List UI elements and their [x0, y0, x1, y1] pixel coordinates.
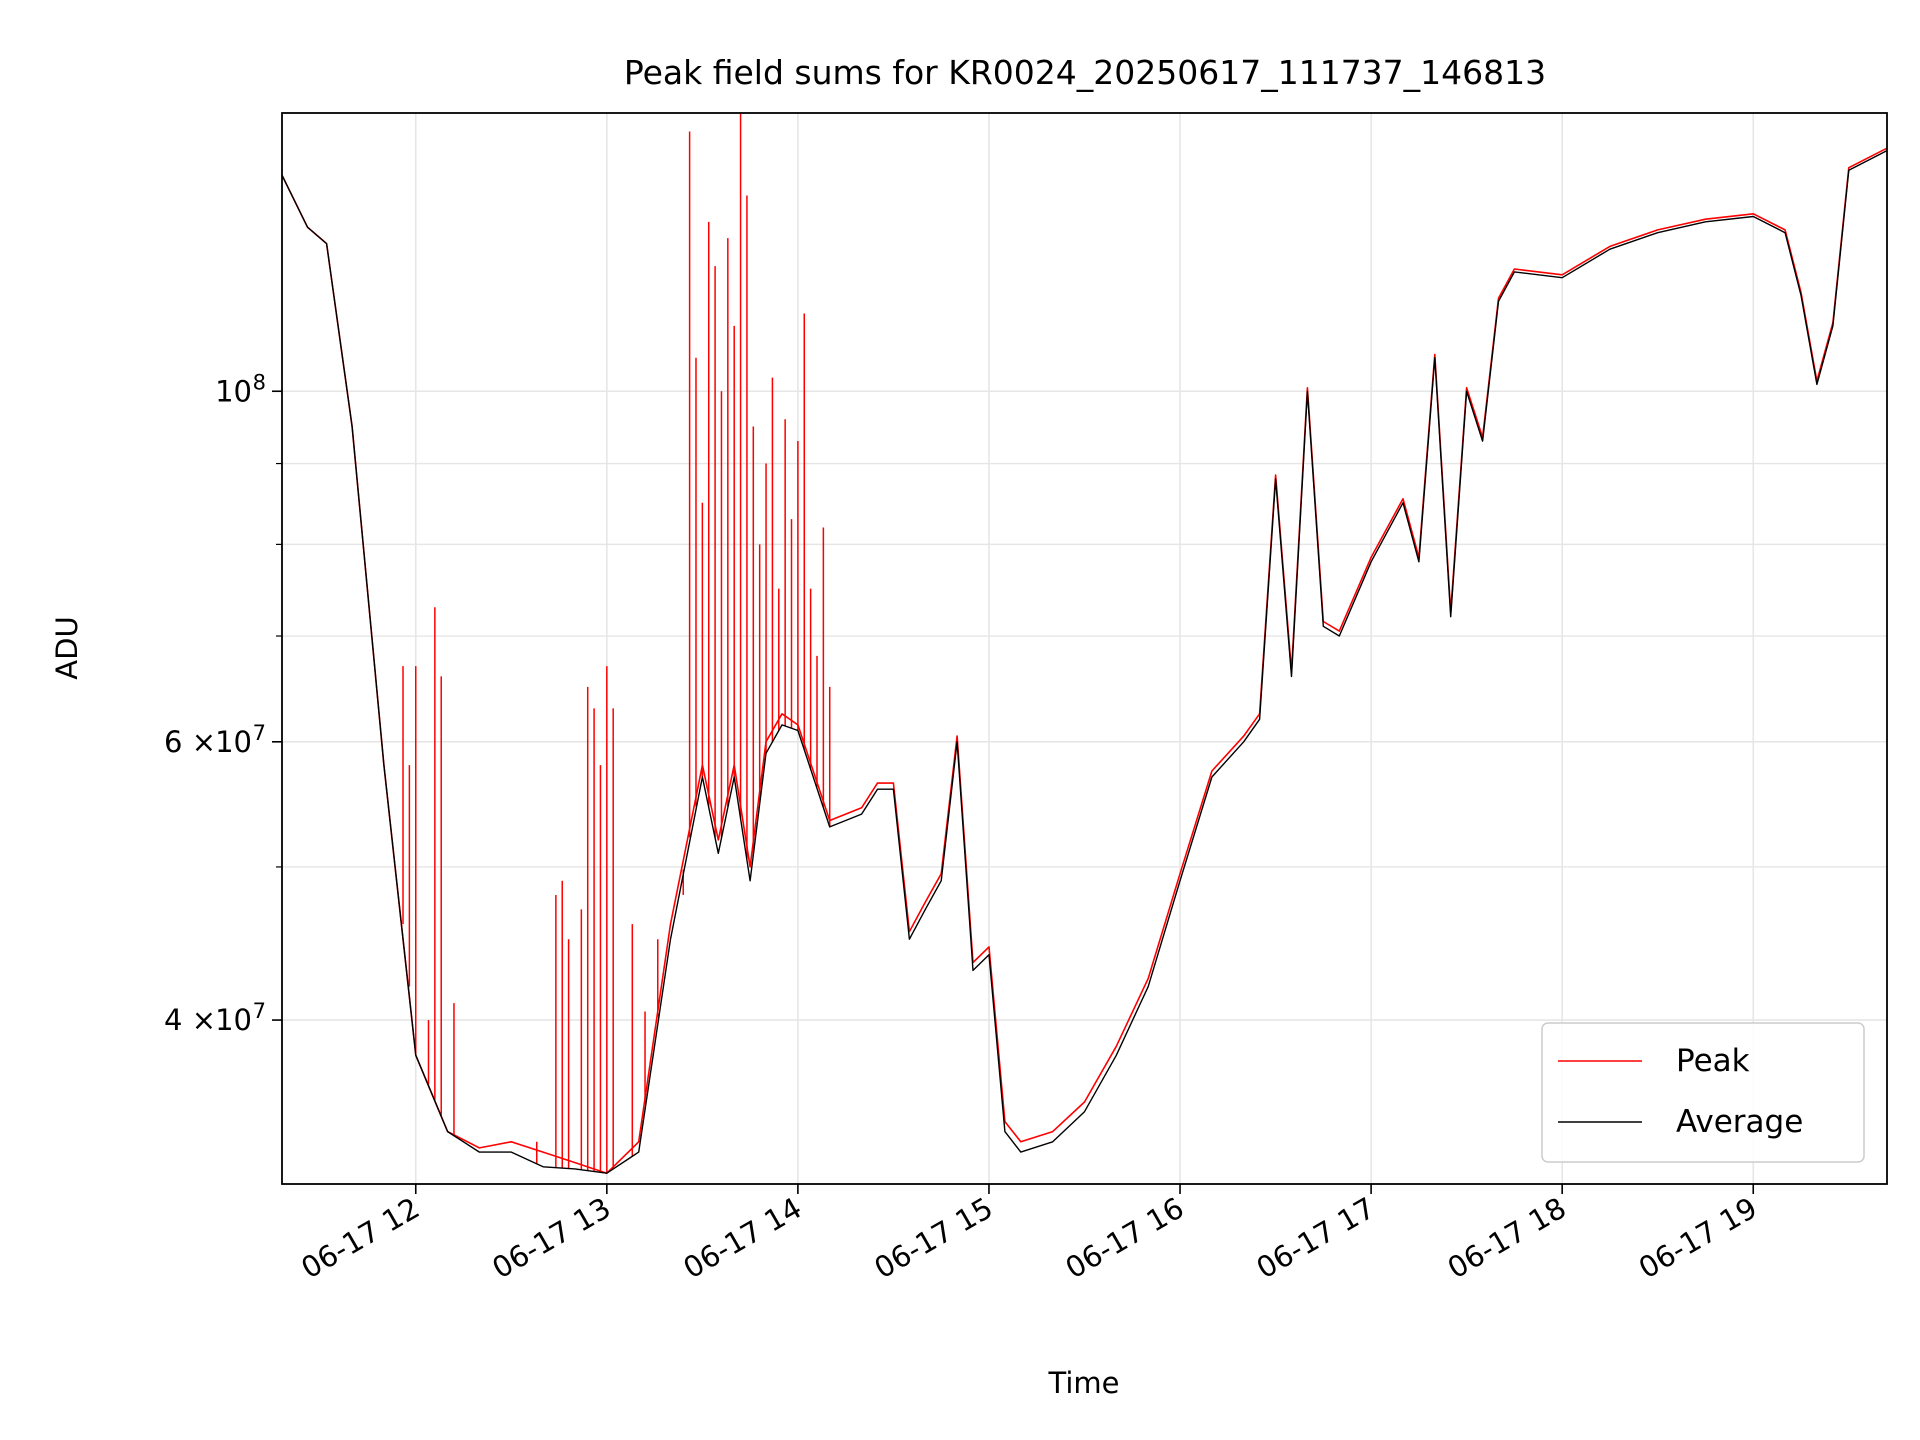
series-group	[281, 113, 1888, 1174]
y-tick-base: 10	[215, 374, 252, 408]
y-axis-label: ADU	[50, 616, 84, 679]
y-tick-label: 810	[215, 370, 266, 408]
legend-box	[1541, 1022, 1865, 1163]
series-line-average	[281, 149, 1888, 1174]
y-tick-mantissa: 4 ×	[164, 1003, 216, 1037]
y-tick-exponent: 7	[253, 721, 266, 745]
chart-title: Peak field sums for KR0024_20250617_1117…	[624, 53, 1546, 92]
grid	[282, 113, 1887, 1184]
legend: Peak Average	[1541, 1022, 1865, 1163]
y-tick-mantissa: 6 ×	[164, 725, 216, 759]
series-line-peak	[281, 147, 1888, 1174]
legend-peak-label: Peak	[1676, 1043, 1750, 1079]
y-tick-exponent: 7	[253, 999, 266, 1023]
y-tick-exponent: 8	[253, 370, 266, 394]
y-tick-base: 10	[215, 725, 252, 759]
legend-average-label: Average	[1676, 1104, 1803, 1140]
plot-frame	[281, 112, 1888, 1185]
y-tick-base: 10	[215, 1003, 252, 1037]
x-axis-label: Time	[1048, 1366, 1120, 1400]
